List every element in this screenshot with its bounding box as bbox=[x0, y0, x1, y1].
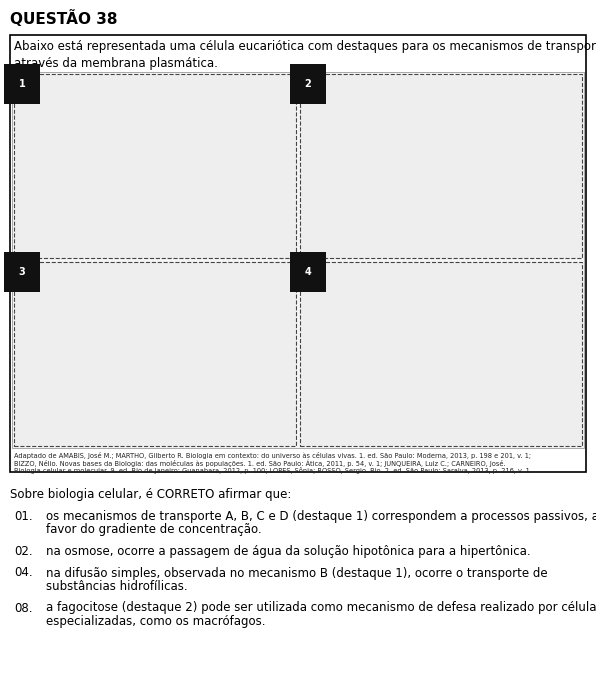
Text: QUESTÃO 38: QUESTÃO 38 bbox=[10, 10, 117, 27]
Text: 08.: 08. bbox=[14, 601, 33, 614]
Bar bbox=[300, 74, 582, 258]
Text: a fagocitose (destaque 2) pode ser utilizada como mecanismo de defesa realizado : a fagocitose (destaque 2) pode ser utili… bbox=[46, 601, 596, 614]
Text: favor do gradiente de concentração.: favor do gradiente de concentração. bbox=[46, 523, 262, 536]
Text: na osmose, ocorre a passagem de água da solução hipotônica para a hipertônica.: na osmose, ocorre a passagem de água da … bbox=[46, 545, 530, 558]
Text: Biologia celular e molecular. 9. ed. Rio de Janeiro: Guanabara, 2012, p. 100; LO: Biologia celular e molecular. 9. ed. Rio… bbox=[14, 467, 532, 474]
Text: 02.: 02. bbox=[14, 545, 33, 558]
Text: 1: 1 bbox=[18, 79, 26, 89]
Bar bbox=[14, 74, 296, 258]
Text: substâncias hidrofílicas.: substâncias hidrofílicas. bbox=[46, 580, 188, 593]
Text: 2: 2 bbox=[305, 79, 311, 89]
Text: Adaptado de AMABIS, José M.; MARTHO, Gilberto R. Biologia em contexto: do univer: Adaptado de AMABIS, José M.; MARTHO, Gil… bbox=[14, 452, 531, 459]
Text: na difusão simples, observada no mecanismo B (destaque 1), ocorre o transporte d: na difusão simples, observada no mecanis… bbox=[46, 567, 548, 580]
Text: Abaixo está representada uma célula eucariótica com destaques para os mecanismos: Abaixo está representada uma célula euca… bbox=[14, 40, 596, 70]
Text: 3: 3 bbox=[18, 267, 26, 277]
Text: 4: 4 bbox=[305, 267, 311, 277]
Text: os mecanismos de transporte A, B, C e D (destaque 1) correspondem a processos pa: os mecanismos de transporte A, B, C e D … bbox=[46, 510, 596, 523]
Bar bbox=[10, 35, 586, 472]
Bar bbox=[12, 72, 584, 448]
Text: 04.: 04. bbox=[14, 567, 33, 580]
Text: 01.: 01. bbox=[14, 510, 33, 523]
Bar bbox=[14, 262, 296, 446]
Bar bbox=[300, 262, 582, 446]
Text: Sobre biologia celular, é CORRETO afirmar que:: Sobre biologia celular, é CORRETO afirma… bbox=[10, 488, 291, 501]
Text: BIZZO, Nélio. Novas bases da Biologia: das moléculas às populações. 1. ed. São P: BIZZO, Nélio. Novas bases da Biologia: d… bbox=[14, 460, 505, 467]
Text: especializadas, como os macrófagos.: especializadas, como os macrófagos. bbox=[46, 615, 265, 628]
